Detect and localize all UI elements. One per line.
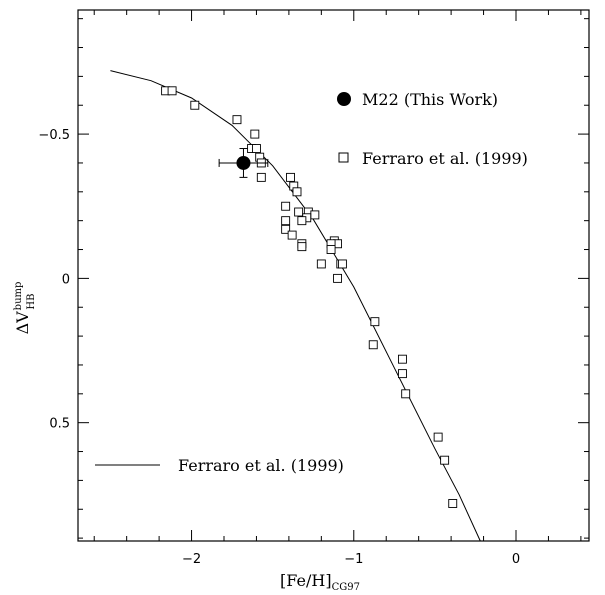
data-point-square (397, 354, 407, 364)
y-axis-label-group: ΔVbump HB (13, 282, 37, 335)
ticks-layer: −2 −1 0 −0.5 0 0.5 (38, 10, 589, 567)
x-tick-label: −1 (344, 552, 363, 567)
data-point-square (294, 207, 304, 217)
data-point-square (337, 259, 347, 269)
y-axis-label: ΔVbump HB (13, 282, 37, 335)
data-point-square (286, 172, 295, 182)
x-tick-label: 0 (512, 552, 520, 567)
y-tick-label: 0.5 (49, 417, 70, 432)
data-point-square (397, 369, 407, 379)
x-tick-label: −2 (182, 552, 201, 567)
data-point-square (333, 273, 343, 283)
data-point-square (281, 201, 291, 211)
data-point-square (292, 187, 302, 197)
y-axis-label-sub: HB (26, 294, 37, 310)
data-point-square (287, 230, 297, 240)
data-point-square (297, 216, 307, 226)
data-point-square (310, 210, 320, 220)
data-point-square (232, 115, 242, 125)
x-axis-label-sub: CG97 (332, 582, 360, 593)
data-point-square (281, 216, 291, 226)
data-point-square (326, 245, 336, 254)
legend-label: M22 (This Work) (362, 90, 498, 109)
x-axis-label-main: [Fe/H] (280, 571, 332, 590)
y-tick-label: 0 (62, 272, 70, 287)
data-point-square (448, 499, 458, 508)
points-layer (161, 86, 458, 508)
data-point-square (401, 389, 411, 399)
data-point-square (256, 172, 266, 182)
x-axis-label: [Fe/H]CG97 (280, 571, 360, 593)
data-point-square (433, 432, 443, 442)
y-axis-label-sup: bump (13, 282, 24, 311)
data-point-square (440, 455, 450, 465)
data-point-m22 (236, 155, 251, 170)
legend-label: Ferraro et al. (1999) (178, 456, 344, 475)
data-point-square (370, 317, 380, 327)
data-point-square (250, 129, 260, 139)
data-point-square (368, 340, 378, 350)
legend: M22 (This Work) Ferraro et al. (1999) Ferr… (95, 90, 528, 475)
data-point-square (251, 144, 261, 153)
data-point-square (316, 259, 326, 269)
data-point-square (167, 86, 177, 96)
data-point-square (281, 224, 291, 234)
legend-marker-circle (337, 92, 351, 106)
plot-frame (77, 9, 590, 542)
y-axis-label-main: ΔV (13, 311, 32, 335)
data-point-square (297, 242, 307, 252)
legend-marker-square (338, 152, 349, 163)
y-tick-label: −0.5 (38, 128, 70, 143)
legend-label: Ferraro et al. (1999) (362, 149, 528, 168)
data-point-square (190, 100, 200, 110)
